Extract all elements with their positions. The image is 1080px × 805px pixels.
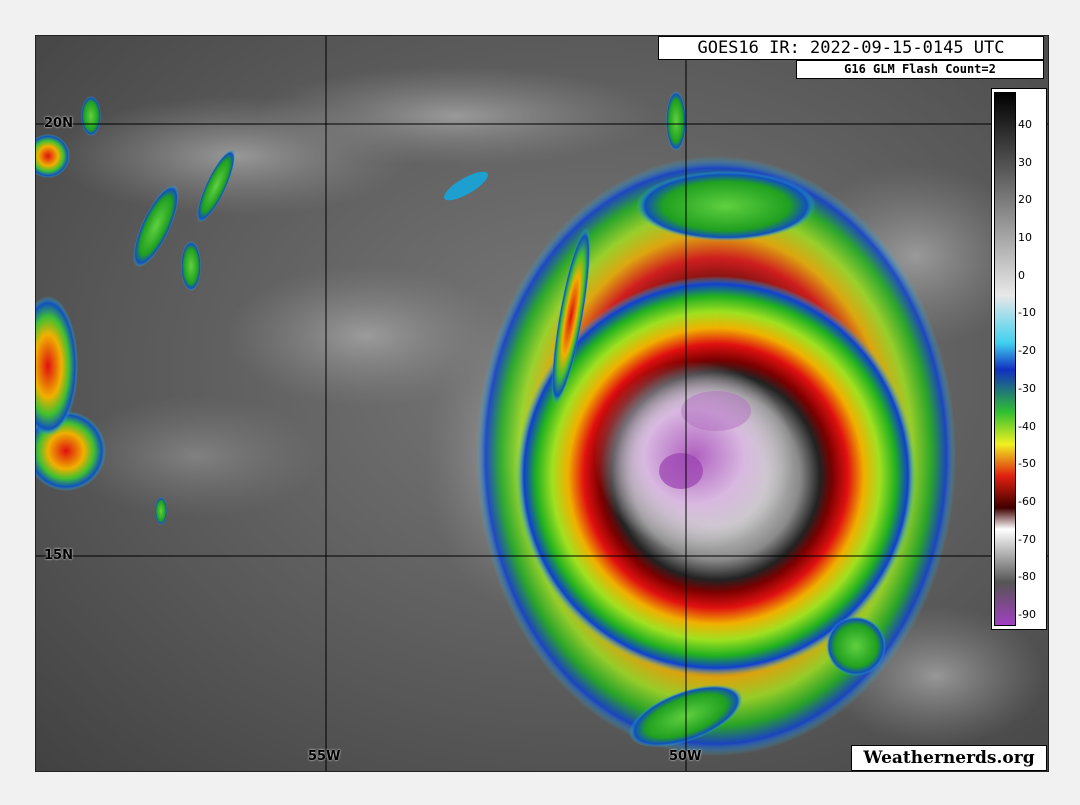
colorbar-tick: -80 [1018, 570, 1036, 584]
colorbar-tick: -70 [1018, 532, 1036, 546]
colorbar-scale [994, 92, 1016, 626]
lon-label-50w: 50W [669, 749, 702, 764]
colorbar-tick: 0 [1018, 268, 1025, 282]
colorbar-legend: 40 30 20 10 0 -10 -20 -30 -40 -50 -60 -70 -80 -90 [991, 88, 1047, 630]
colorbar-tick: 40 [1018, 118, 1032, 131]
glm-flash-count: G16 GLM Flash Count=2 [796, 60, 1044, 79]
colorbar-tick: -30 [1018, 381, 1036, 395]
colorbar-tick: -60 [1018, 494, 1036, 508]
colorbar-tick: 10 [1018, 231, 1032, 245]
colorbar-tick: -50 [1018, 457, 1036, 471]
lat-label-15n: 15N [44, 548, 73, 563]
colorbar-tick: -10 [1018, 306, 1036, 320]
colorbar-tick: -20 [1018, 344, 1036, 358]
colorbar-tick: 20 [1018, 193, 1032, 207]
image-title: GOES16 IR: 2022-09-15-0145 UTC [658, 36, 1044, 60]
gridlines [36, 36, 1048, 771]
credit-label: Weathernerds.org [851, 745, 1047, 771]
convective-cells-west [36, 96, 236, 525]
lat-label-20n: 20N [44, 116, 73, 131]
lon-label-55w: 55W [308, 749, 341, 764]
ir-imagery [36, 36, 1048, 771]
satellite-map: 20N 15N 55W 50W GOES16 IR: 2022-09-15-01… [35, 35, 1049, 772]
colorbar-tick: -40 [1018, 419, 1036, 433]
colorbar-tick: 30 [1018, 155, 1032, 169]
colorbar-tick: -90 [1018, 608, 1036, 621]
